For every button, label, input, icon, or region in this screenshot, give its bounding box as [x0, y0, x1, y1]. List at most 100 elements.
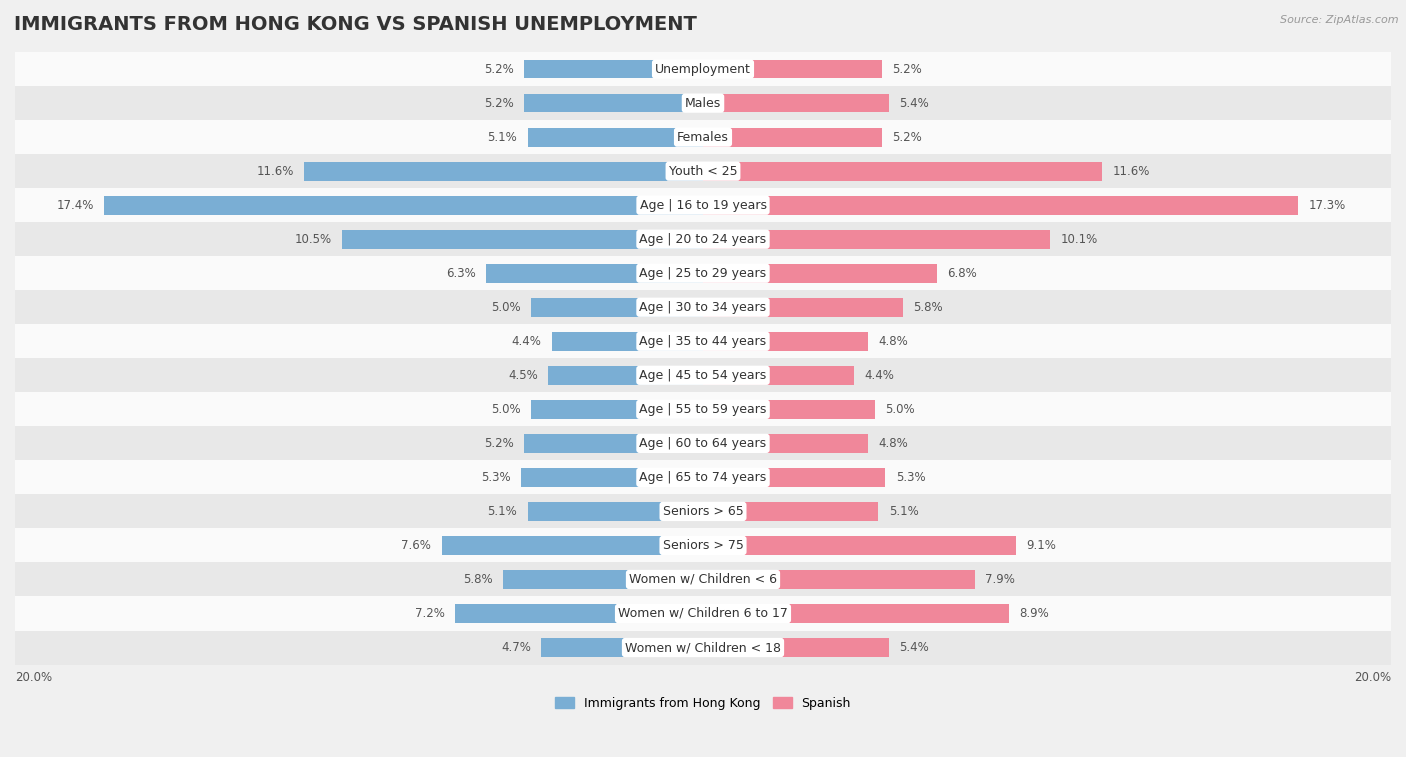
Text: Age | 55 to 59 years: Age | 55 to 59 years [640, 403, 766, 416]
Bar [703, 604, 1010, 623]
Bar [703, 502, 879, 521]
Text: Age | 60 to 64 years: Age | 60 to 64 years [640, 437, 766, 450]
Text: 5.3%: 5.3% [481, 471, 510, 484]
Bar [703, 536, 1017, 555]
Text: 11.6%: 11.6% [256, 165, 294, 178]
Bar [342, 230, 703, 248]
Bar [524, 94, 703, 113]
Text: 4.4%: 4.4% [865, 369, 894, 382]
Bar [503, 570, 703, 589]
Bar [703, 638, 889, 657]
Text: Women w/ Children < 18: Women w/ Children < 18 [626, 641, 780, 654]
Text: 5.0%: 5.0% [491, 403, 520, 416]
Text: Age | 30 to 34 years: Age | 30 to 34 years [640, 301, 766, 313]
Text: 5.2%: 5.2% [484, 63, 513, 76]
Text: 11.6%: 11.6% [1112, 165, 1150, 178]
Text: Seniors > 75: Seniors > 75 [662, 539, 744, 552]
Text: Females: Females [678, 131, 728, 144]
Bar [15, 256, 1391, 290]
Bar [703, 60, 882, 79]
Text: Males: Males [685, 97, 721, 110]
Text: 7.6%: 7.6% [401, 539, 432, 552]
Bar [15, 188, 1391, 223]
Text: Seniors > 65: Seniors > 65 [662, 505, 744, 518]
Text: Age | 20 to 24 years: Age | 20 to 24 years [640, 232, 766, 246]
Text: 5.4%: 5.4% [898, 641, 929, 654]
Bar [703, 570, 974, 589]
Text: 9.1%: 9.1% [1026, 539, 1056, 552]
Bar [104, 196, 703, 214]
Bar [15, 426, 1391, 460]
Bar [703, 128, 882, 147]
Text: Youth < 25: Youth < 25 [669, 165, 737, 178]
Bar [527, 128, 703, 147]
Bar [304, 162, 703, 180]
Bar [15, 528, 1391, 562]
Bar [15, 120, 1391, 154]
Text: Women w/ Children 6 to 17: Women w/ Children 6 to 17 [619, 607, 787, 620]
Bar [703, 332, 868, 350]
Text: Women w/ Children < 6: Women w/ Children < 6 [628, 573, 778, 586]
Text: 5.1%: 5.1% [889, 505, 918, 518]
Text: Unemployment: Unemployment [655, 63, 751, 76]
Text: 17.3%: 17.3% [1309, 198, 1346, 212]
Text: Age | 65 to 74 years: Age | 65 to 74 years [640, 471, 766, 484]
Text: 8.9%: 8.9% [1019, 607, 1049, 620]
Bar [703, 366, 855, 385]
Bar [15, 223, 1391, 256]
Bar [703, 94, 889, 113]
Text: 17.4%: 17.4% [56, 198, 94, 212]
Text: 4.5%: 4.5% [508, 369, 538, 382]
Bar [15, 597, 1391, 631]
Bar [456, 604, 703, 623]
Text: 5.8%: 5.8% [464, 573, 494, 586]
Text: 20.0%: 20.0% [1354, 671, 1391, 684]
Bar [531, 298, 703, 316]
Bar [703, 468, 886, 487]
Text: Age | 16 to 19 years: Age | 16 to 19 years [640, 198, 766, 212]
Text: 5.3%: 5.3% [896, 471, 925, 484]
Text: 7.2%: 7.2% [415, 607, 446, 620]
Bar [524, 434, 703, 453]
Text: 4.8%: 4.8% [879, 437, 908, 450]
Bar [15, 358, 1391, 392]
Bar [15, 154, 1391, 188]
Text: 5.1%: 5.1% [488, 505, 517, 518]
Text: 5.0%: 5.0% [491, 301, 520, 313]
Bar [441, 536, 703, 555]
Text: Age | 35 to 44 years: Age | 35 to 44 years [640, 335, 766, 347]
Text: 5.1%: 5.1% [488, 131, 517, 144]
Bar [703, 230, 1050, 248]
Text: 20.0%: 20.0% [15, 671, 52, 684]
Bar [15, 86, 1391, 120]
Text: 5.4%: 5.4% [898, 97, 929, 110]
Text: 5.0%: 5.0% [886, 403, 915, 416]
Bar [531, 400, 703, 419]
Text: 6.8%: 6.8% [948, 266, 977, 280]
Text: 4.4%: 4.4% [512, 335, 541, 347]
Text: 5.8%: 5.8% [912, 301, 942, 313]
Text: 10.1%: 10.1% [1060, 232, 1098, 246]
Text: Source: ZipAtlas.com: Source: ZipAtlas.com [1281, 15, 1399, 25]
Text: 6.3%: 6.3% [446, 266, 477, 280]
Text: 10.5%: 10.5% [294, 232, 332, 246]
Bar [15, 52, 1391, 86]
Text: 5.2%: 5.2% [484, 97, 513, 110]
Bar [703, 400, 875, 419]
Bar [703, 298, 903, 316]
Text: Age | 45 to 54 years: Age | 45 to 54 years [640, 369, 766, 382]
Text: 5.2%: 5.2% [893, 131, 922, 144]
Text: 4.7%: 4.7% [501, 641, 531, 654]
Bar [703, 196, 1298, 214]
Text: Age | 25 to 29 years: Age | 25 to 29 years [640, 266, 766, 280]
Bar [541, 638, 703, 657]
Text: 7.9%: 7.9% [986, 573, 1015, 586]
Text: 5.2%: 5.2% [893, 63, 922, 76]
Bar [15, 392, 1391, 426]
Bar [15, 290, 1391, 324]
Text: 5.2%: 5.2% [484, 437, 513, 450]
Bar [548, 366, 703, 385]
Bar [703, 434, 868, 453]
Bar [703, 162, 1102, 180]
Bar [551, 332, 703, 350]
